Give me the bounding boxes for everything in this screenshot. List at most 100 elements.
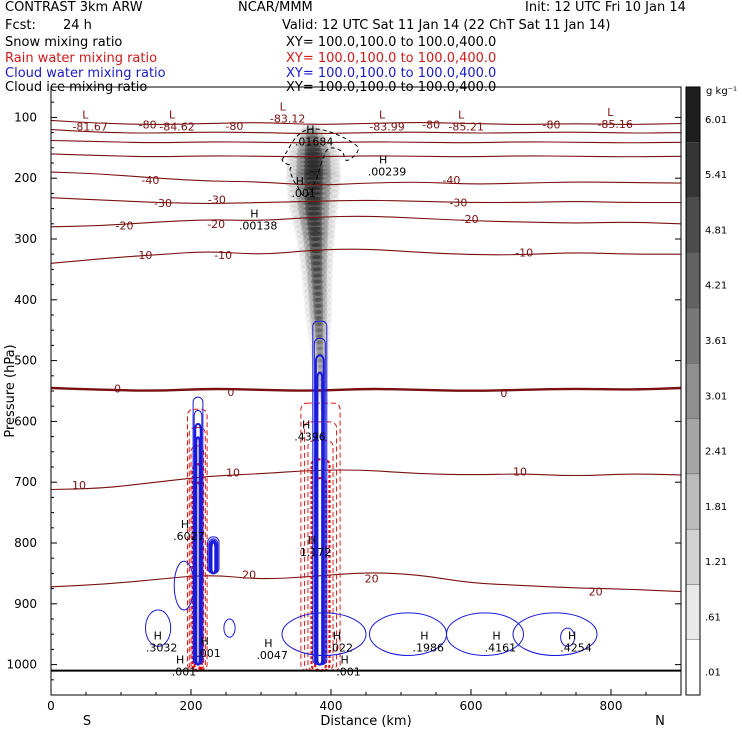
snow-plume-band	[297, 143, 330, 156]
extremum-marker: H	[201, 635, 209, 648]
y-tick-label: 400	[14, 293, 37, 307]
snow-plume-band	[317, 358, 324, 375]
snow-plume-band	[293, 221, 336, 236]
contour-label: 0	[114, 383, 121, 396]
snow-plume-band	[306, 267, 328, 284]
colorbar-tick-label: 2.41	[705, 447, 727, 458]
snow-plume-band	[291, 211, 337, 226]
contour-label: -10	[214, 249, 232, 262]
snow-plume-band	[313, 297, 324, 314]
valid-time: Valid: 12 UTC Sat 11 Jan 14 (22 ChT Sat …	[282, 18, 611, 33]
axes: Pressure (hPa) Distance (km) S N 1002003…	[3, 101, 681, 729]
snow-plume-band	[285, 171, 342, 186]
extremum-marker: H	[296, 175, 304, 188]
contour-label: 10	[513, 465, 527, 478]
colorbar-tick-label: .01	[705, 668, 721, 679]
extremum-marker: H	[176, 654, 184, 667]
x-tick-label: 600	[460, 699, 483, 713]
snow-plume-band	[295, 159, 332, 173]
cloud-water-contour	[316, 371, 324, 666]
snow-plume-band	[300, 261, 334, 278]
snow-plume-band	[309, 237, 323, 254]
extremum-value: .001	[291, 187, 316, 200]
snow-plume-band	[287, 186, 340, 201]
contour-label: -80	[139, 119, 157, 132]
temperature-contour	[51, 386, 681, 392]
extremum-value: -85.21	[448, 120, 483, 133]
contour-label: -30	[154, 197, 172, 210]
extremum-marker: L	[607, 106, 614, 119]
extremum-value: -83.99	[369, 120, 404, 133]
snow-plume-band	[308, 230, 323, 248]
contour-label: 0	[227, 386, 234, 399]
extremum-value: .001	[172, 666, 197, 679]
extremum-value: .0047	[256, 649, 288, 662]
snow-plume-band	[303, 171, 324, 186]
snow-plume-band	[306, 216, 323, 231]
snow-plume-band	[286, 155, 341, 169]
x-tick-label: 0	[47, 699, 55, 713]
colorbar-tick-label: 5.41	[705, 170, 727, 181]
rain-water-contour	[303, 421, 338, 672]
contour-label: 10	[72, 479, 86, 492]
y-tick-label: 900	[14, 597, 37, 611]
forecast-label: Fcst:	[5, 18, 36, 33]
snow-plume-band	[292, 216, 337, 231]
snow-plume-band	[299, 211, 329, 226]
extremum-value: .001	[336, 666, 361, 679]
colorbar-swatch	[685, 639, 701, 696]
extremum-marker: H	[264, 637, 272, 650]
snow-plume-band	[291, 135, 334, 148]
extremum-value: -84.62	[159, 120, 194, 133]
snow-plume-band	[313, 303, 324, 321]
extremum-value: .1986	[413, 641, 445, 654]
extremum-marker: L	[458, 108, 465, 121]
colorbar-tick-label: 1.21	[705, 557, 727, 568]
snow-plume-band	[300, 216, 329, 231]
snow-plume-band	[311, 322, 328, 339]
snow-plume-band	[304, 201, 323, 216]
cloud-water-blob	[512, 612, 598, 656]
cloud-water-blob	[145, 609, 172, 647]
colorbar-swatch	[685, 528, 701, 585]
extremum-marker: H	[333, 629, 341, 642]
snow-plume-band	[285, 168, 342, 181]
snow-plume-band	[304, 155, 323, 169]
snow-plume-band	[311, 273, 323, 290]
extremum-marker: H	[250, 207, 258, 220]
colorbar: g kg⁻¹ 6.01 5.41 4.81 4.21 3.61 3.01 2.41 1.81 1…	[685, 86, 737, 696]
extremum-value: -85.16	[597, 118, 632, 131]
snow-plume-band	[308, 285, 328, 302]
x-tick-label: 400	[320, 699, 343, 713]
snow-plume-band	[292, 131, 332, 144]
colorbar-swatch	[685, 363, 701, 419]
y-axis-label: Pressure (hPa)	[3, 344, 18, 437]
snow-plume-band	[310, 316, 328, 333]
snow-plume-band	[297, 237, 335, 254]
extremum-value: .001	[196, 647, 221, 660]
snow-plume-band	[303, 168, 324, 181]
snow-plume-band	[304, 143, 322, 156]
snow-plume-band	[304, 243, 328, 260]
contour-label: 0	[500, 387, 507, 400]
extremum-value: 1.172	[300, 546, 332, 559]
snow-plume-band	[312, 279, 323, 296]
snow-plume-band	[297, 196, 330, 211]
cloud-water-blob	[560, 627, 576, 647]
extremum-value: .4161	[485, 641, 517, 654]
colorbar-tick-label: 3.61	[705, 336, 727, 347]
snow-plume-band	[304, 151, 323, 164]
plot-area: -80 -80 -80 -80 -40 -40 -30 -30 -30 -20 -20 -20 -10 -…	[51, 100, 681, 679]
snow-plume-band	[297, 201, 330, 216]
contour-label: -30	[449, 197, 467, 210]
snow-plume-band	[296, 151, 331, 164]
snow-plume-band	[306, 211, 323, 226]
cloud-water-blob	[173, 560, 195, 611]
snow-plume-band	[309, 303, 328, 321]
organization: NCAR/MMM	[238, 0, 313, 15]
extremum-marker: H	[492, 629, 500, 642]
extremum-marker: L	[379, 108, 386, 121]
snow-plume-band	[305, 135, 320, 148]
snow-plume-band	[307, 221, 323, 236]
